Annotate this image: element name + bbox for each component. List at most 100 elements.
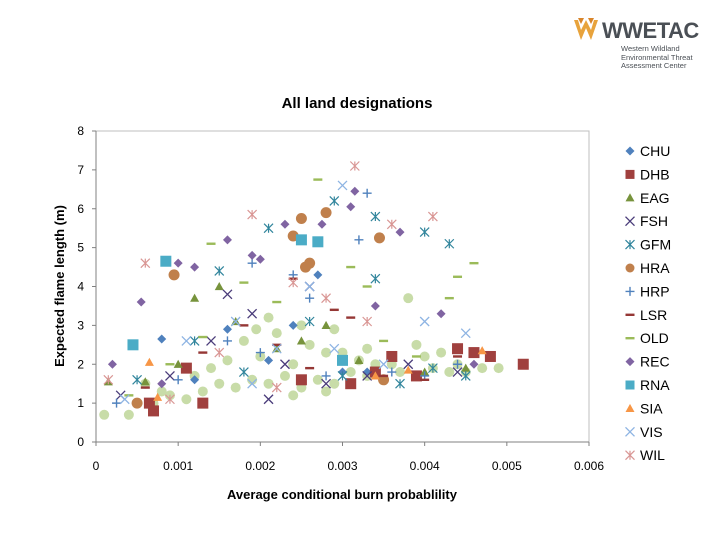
chart-legend: CHU DHB EAG FSH GFM HRA HRP LSR OLD REC RNA SIA VIS W… (625, 143, 671, 463)
point-hra (373, 232, 385, 244)
cloud-point (206, 363, 217, 374)
legend-label-wil: WIL (640, 447, 665, 463)
legend-item-old: OLD (625, 330, 669, 346)
point-wil (362, 316, 373, 327)
point-vis (119, 394, 130, 405)
legend-marker-old (625, 337, 635, 340)
point-gfm (304, 316, 315, 327)
point-old (313, 178, 323, 181)
point-rec (107, 359, 117, 369)
point-wil (386, 219, 397, 230)
point-fsh (452, 367, 463, 377)
logo-subtitle: Western Wildland Environmental Threat As… (621, 44, 711, 71)
cloud-point (436, 347, 447, 358)
cloud-point (345, 367, 356, 378)
point-sia (153, 392, 163, 401)
legend-item-sia: SIA (625, 400, 663, 416)
legend-item-gfm: GFM (625, 237, 671, 253)
point-dhb (180, 362, 192, 374)
point-hrp (387, 367, 397, 377)
cloud-point (263, 378, 274, 389)
point-gfm (189, 336, 200, 346)
point-fsh (362, 370, 373, 381)
point-chu (264, 355, 274, 365)
legend-label-sia: SIA (640, 400, 663, 416)
point-rec (247, 250, 257, 260)
point-fsh (280, 359, 290, 370)
point-lsr (453, 355, 463, 358)
x-tick-label: 0.002 (245, 459, 275, 473)
series-old (124, 178, 479, 397)
y-tick-label: 7 (77, 163, 84, 177)
point-wil (427, 211, 438, 222)
x-tick-label: 0.001 (163, 459, 193, 473)
point-vis (337, 180, 348, 191)
point-sia (403, 365, 413, 374)
series-wil (103, 161, 438, 405)
legend-marker-chu (625, 146, 635, 156)
point-hrp (453, 359, 463, 369)
point-old (346, 265, 356, 269)
point-vis (329, 343, 340, 354)
cloud-point (271, 328, 282, 339)
cloud-point (477, 363, 488, 374)
y-tick-label: 0 (77, 435, 84, 449)
point-eag (321, 320, 331, 329)
point-gfm (329, 196, 340, 206)
legend-marker-eag (625, 193, 635, 202)
point-dhb (197, 397, 209, 409)
legend-label-lsr: LSR (640, 307, 667, 323)
y-axis-label: Expected flame length (m) (52, 205, 67, 367)
point-chu (288, 320, 298, 330)
point-gfm (370, 273, 381, 284)
legend-marker-hra (625, 263, 635, 273)
point-chu (313, 270, 323, 280)
legend-label-dhb: DHB (640, 166, 670, 182)
point-lsr (198, 351, 208, 354)
point-dhb (452, 343, 464, 355)
legend-label-hra: HRA (640, 260, 670, 276)
legend-marker-vis (625, 426, 635, 437)
point-rec (350, 186, 360, 196)
point-dhb (345, 378, 357, 390)
cloud-point (247, 374, 258, 385)
point-vis (304, 281, 315, 292)
point-rec (346, 202, 356, 212)
point-chu (157, 334, 167, 344)
point-gfm (370, 211, 381, 222)
legend-item-eag: EAG (625, 190, 670, 206)
series-gfm (132, 196, 471, 389)
chart-title: All land designations (282, 95, 433, 112)
legend-label-vis: VIS (640, 424, 663, 440)
legend-label-eag: EAG (640, 190, 670, 206)
point-lsr (379, 374, 389, 378)
point-old (239, 281, 249, 284)
legend-item-rna: RNA (625, 377, 670, 393)
point-hrp (222, 336, 232, 346)
cloud-point (321, 347, 332, 358)
y-tick-label: 5 (77, 241, 84, 255)
point-sia (370, 371, 380, 380)
cloud-point (395, 367, 406, 378)
x-tick-label: 0.006 (574, 459, 604, 473)
point-lsr (140, 386, 150, 389)
point-dhb (410, 370, 422, 382)
point-rna (295, 234, 307, 246)
point-old (379, 339, 389, 343)
logo-wordmark: WWETAC (602, 18, 699, 43)
legend-item-hra: HRA (625, 260, 670, 276)
cloud-point (251, 324, 262, 335)
point-fsh (222, 289, 233, 300)
point-hrp (305, 293, 315, 303)
legend-item-rec: REC (625, 354, 670, 370)
y-tick-label: 4 (77, 280, 84, 294)
legend-label-fsh: FSH (640, 213, 668, 229)
x-tick-label: 0.004 (410, 459, 440, 473)
point-wil (214, 347, 225, 358)
series-hrp (112, 188, 463, 408)
y-tick-label: 6 (77, 202, 84, 216)
y-tick-label: 1 (77, 396, 84, 410)
point-wil (349, 161, 360, 171)
point-hrp (173, 375, 183, 385)
